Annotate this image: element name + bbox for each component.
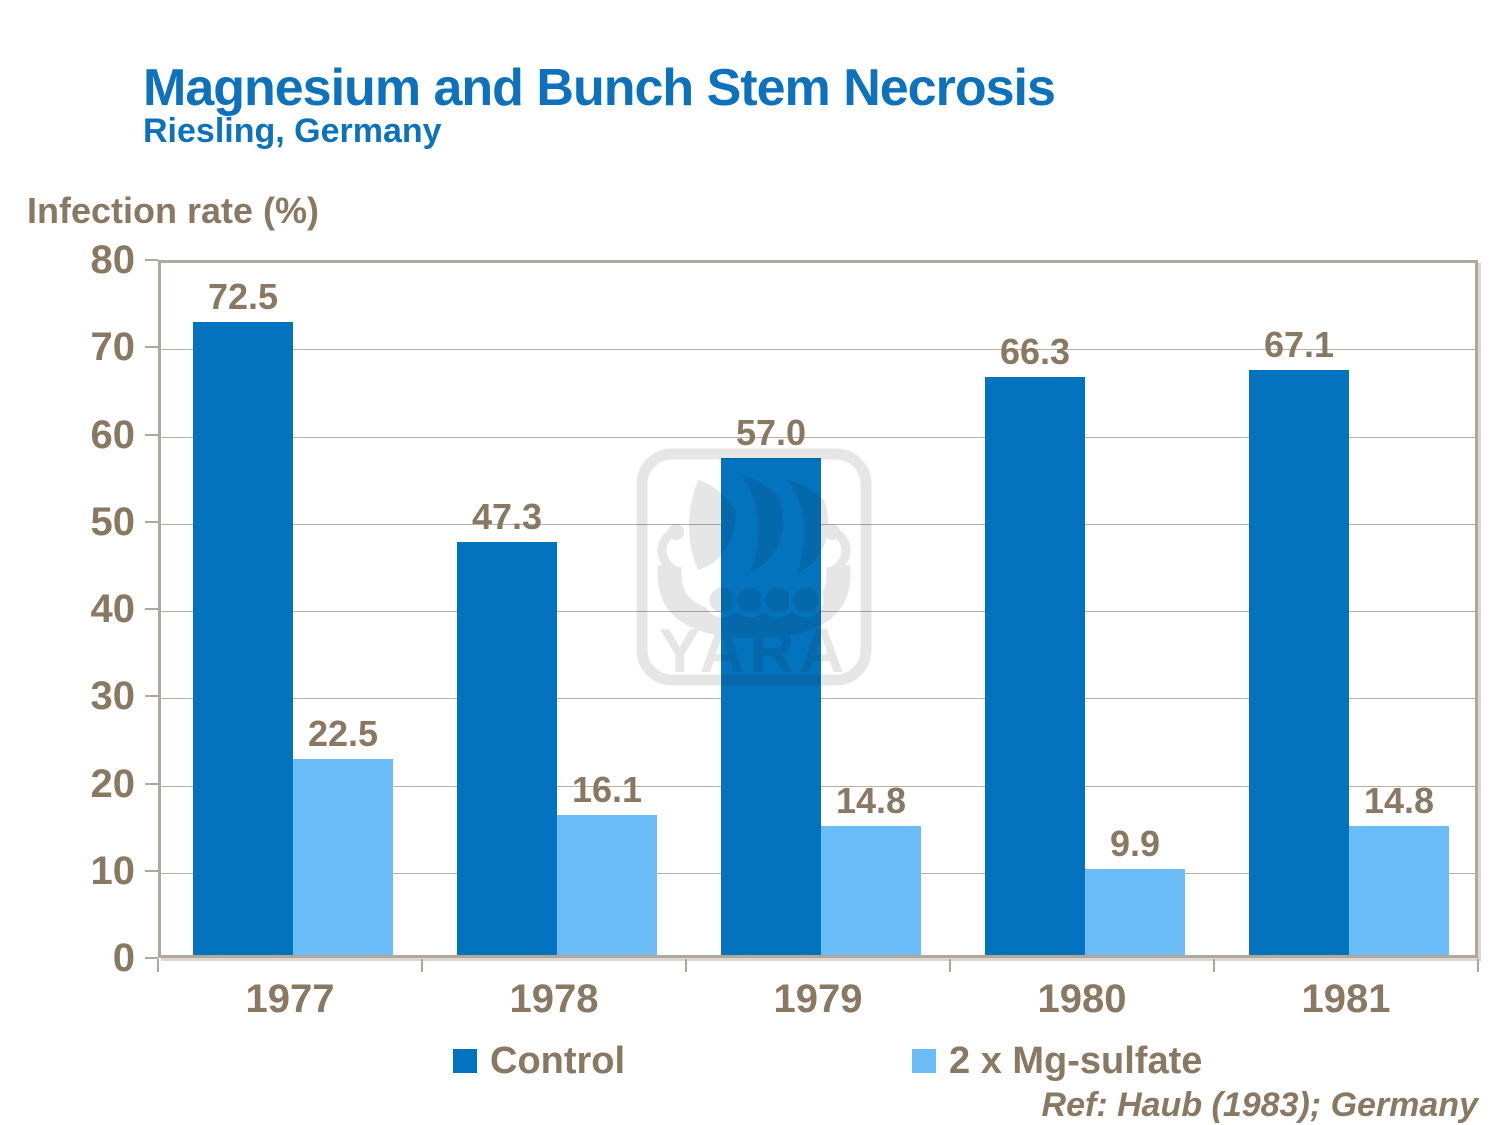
bar-control-1980 (985, 376, 1085, 955)
bar-2-x-mg-sulfate-1977 (293, 758, 393, 955)
plot-area: YARA 72.5 47.3 57.0 66.3 67.1 22.5 16.1 14.8 9.9… (158, 260, 1478, 958)
bar-2-x-mg-sulfate-1980 (1085, 868, 1185, 955)
y-axis-tick-label: 50 (90, 499, 136, 544)
legend-item-control: Control (453, 1040, 625, 1082)
y-axis-tick (145, 433, 158, 436)
bar-value-label: 14.8 (1363, 779, 1435, 821)
bar-value-label: 57.0 (735, 411, 807, 453)
bar-control-1978 (457, 542, 557, 955)
y-axis-tick-label: 10 (90, 848, 136, 893)
legend-swatch-2-x-mg-sulfate (912, 1049, 936, 1073)
bar-control-1981 (1249, 369, 1349, 955)
bar-value-label: 9.9 (1109, 822, 1161, 864)
x-axis-category-label: 1978 (509, 977, 599, 1021)
y-axis-tick-label: 30 (90, 674, 136, 719)
x-axis-tick (685, 959, 687, 972)
y-axis-tick-label: 40 (90, 587, 136, 631)
chart-title: Magnesium and Bunch Stem Necrosis (143, 59, 1056, 117)
y-axis-tick (145, 782, 158, 785)
x-axis-tick (1477, 959, 1479, 972)
bar-control-1977 (193, 322, 293, 955)
y-axis-tick (145, 346, 158, 349)
bar-value-label: 47.3 (471, 496, 543, 538)
bar-value-label: 67.1 (1263, 323, 1335, 365)
y-axis-tick-label: 80 (90, 238, 136, 282)
legend-label: Control (490, 1040, 626, 1082)
bar-value-label: 72.5 (207, 276, 279, 318)
y-axis-tick (145, 608, 158, 610)
x-axis-tick (1213, 959, 1215, 972)
chart-subtitle: Riesling, Germany (143, 112, 442, 150)
y-axis-tick (145, 520, 158, 523)
x-axis-category-label: 1977 (245, 977, 335, 1021)
bar-control-1979 (721, 457, 821, 955)
y-axis-tick-label: 0 (112, 936, 135, 980)
y-axis-tick-label: 70 (90, 325, 136, 370)
gridline (161, 349, 1475, 351)
y-axis-tick (145, 869, 158, 872)
x-axis-tick (949, 959, 951, 972)
reference-text: Ref: Haub (1983); Germany (1041, 1086, 1478, 1124)
bar-value-label: 22.5 (307, 712, 379, 754)
y-axis-tick (145, 957, 158, 959)
x-axis-category-label: 1980 (1037, 977, 1127, 1021)
bar-2-x-mg-sulfate-1981 (1349, 825, 1449, 955)
y-axis-title: Infection rate (%) (27, 190, 320, 231)
x-axis-category-label: 1981 (1301, 977, 1391, 1021)
y-axis-tick-label: 20 (90, 761, 136, 806)
legend-item-2-x-mg-sulfate: 2 x Mg-sulfate (912, 1040, 1202, 1082)
legend-swatch-control (453, 1049, 477, 1073)
bar-2-x-mg-sulfate-1979 (821, 825, 921, 955)
y-axis-tick (145, 259, 158, 261)
x-axis-tick (421, 959, 423, 972)
bar-value-label: 66.3 (999, 330, 1071, 372)
y-axis-tick-label: 60 (90, 412, 136, 457)
gridline (161, 436, 1475, 438)
bar-value-label: 14.8 (835, 779, 907, 821)
x-axis-category-label: 1979 (773, 977, 863, 1021)
bar-value-label: 16.1 (571, 768, 643, 810)
y-axis-tick (145, 695, 158, 698)
x-axis-tick (157, 959, 159, 972)
bar-2-x-mg-sulfate-1978 (557, 814, 657, 955)
legend-label: 2 x Mg-sulfate (949, 1040, 1203, 1082)
